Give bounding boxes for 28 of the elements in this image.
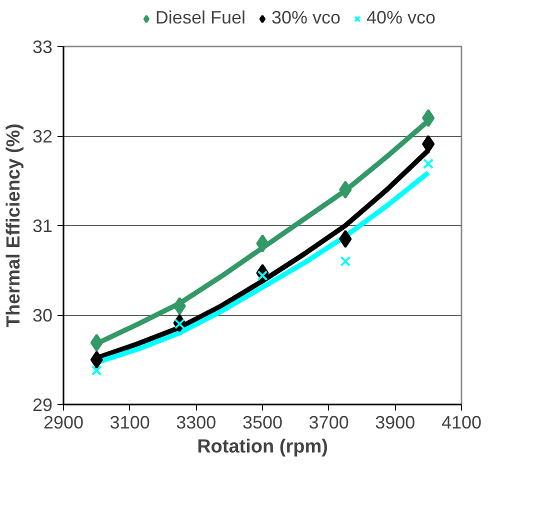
x-tick-label: 3700 — [308, 412, 349, 432]
point — [340, 256, 351, 267]
legend-label: 40% vco — [366, 8, 436, 28]
legend-label: Diesel Fuel — [155, 8, 246, 28]
point — [91, 365, 102, 376]
x-axis-title: Rotation (rpm) — [197, 436, 328, 458]
y-tick-label: 31 — [32, 216, 53, 236]
y-tick-label: 29 — [32, 395, 53, 415]
point — [339, 180, 352, 199]
point — [90, 334, 103, 352]
x-tick-label: 3100 — [110, 412, 150, 432]
x-tick-label: 2900 — [43, 412, 84, 432]
legend-label: 30% vco — [271, 8, 341, 28]
point — [422, 109, 435, 128]
point — [422, 135, 435, 154]
y-tick-label: 32 — [32, 126, 53, 146]
point — [90, 350, 103, 369]
x-tick-label: 4100 — [441, 412, 482, 432]
point — [173, 297, 186, 316]
x-tick-label: 3300 — [176, 412, 216, 432]
x-tick-label: 3900 — [375, 412, 416, 432]
point — [423, 158, 434, 169]
x-tick-label: 3500 — [242, 412, 283, 432]
y-tick-label: 30 — [32, 306, 53, 326]
point — [339, 230, 352, 248]
y-tick-label: 33 — [32, 37, 53, 57]
y-axis-title: Thermal Efficiency (%) — [3, 124, 24, 328]
point — [256, 234, 269, 252]
